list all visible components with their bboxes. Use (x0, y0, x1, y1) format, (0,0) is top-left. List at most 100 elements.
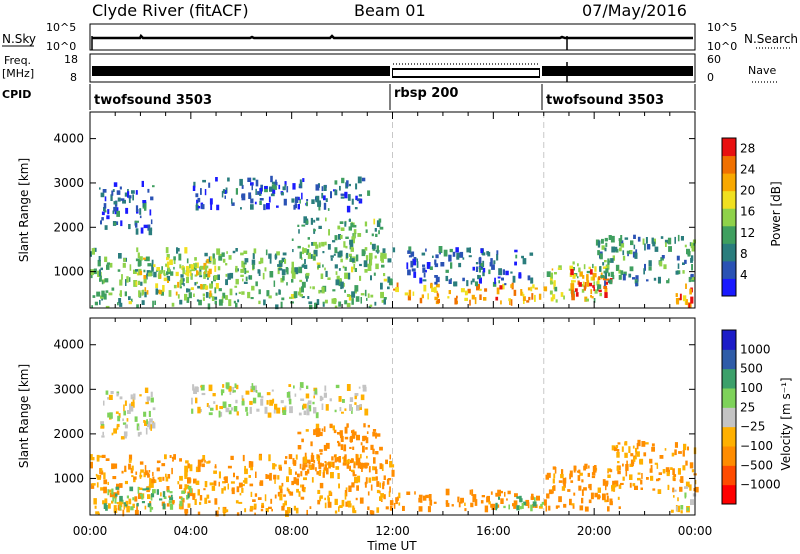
echo-cell (586, 280, 590, 287)
echo-cell (637, 472, 641, 475)
echo-cell (291, 261, 294, 268)
echo-cell (301, 257, 303, 260)
echo-cell (219, 406, 223, 410)
echo-cell (93, 498, 97, 505)
echo-cell (285, 267, 289, 273)
echo-cell (346, 205, 351, 213)
echo-cell (123, 503, 126, 510)
echo-cell (259, 198, 264, 201)
echo-cell (388, 278, 393, 286)
echo-cell (646, 279, 649, 282)
echo-cell (266, 508, 269, 512)
echo-cell (259, 480, 264, 486)
echo-cell (300, 181, 303, 189)
echo-cell (128, 195, 132, 199)
echo-cell (256, 408, 260, 412)
echo-cell (514, 249, 518, 253)
echo-cell (469, 299, 471, 306)
echo-cell (351, 236, 355, 244)
echo-cell (240, 274, 244, 277)
echo-cell (294, 393, 297, 397)
echo-cell (363, 463, 366, 468)
echo-cell (690, 273, 694, 279)
echo-cell (546, 271, 551, 277)
echo-cell (136, 247, 139, 253)
echo-cell (691, 255, 694, 261)
y-tick-label: 1000 (53, 265, 84, 279)
echo-cell (308, 405, 312, 412)
echo-cell (412, 258, 417, 266)
echo-cell (354, 402, 357, 405)
echo-cell (101, 454, 106, 458)
echo-cell (139, 474, 143, 478)
echo-cell (104, 225, 108, 230)
echo-cell (297, 473, 300, 478)
echo-cell (426, 262, 431, 269)
echo-cell (315, 428, 319, 433)
echo-cell (379, 446, 383, 451)
echo-cell (675, 298, 679, 303)
echo-cell (648, 266, 652, 271)
echo-cell (337, 251, 341, 258)
echo-cell (660, 257, 664, 261)
echo-cell (581, 497, 584, 504)
power-colorbar-tick: 4 (740, 268, 748, 282)
echo-cell (286, 392, 291, 398)
echo-cell (338, 279, 342, 287)
echo-cell (490, 491, 493, 495)
echo-cell (307, 252, 311, 259)
freq-panel: Freq. [MHz] 18 8 60 0 Nave (2, 53, 778, 84)
echo-cell (248, 475, 251, 478)
echo-cell (243, 281, 248, 284)
echo-cell (218, 299, 223, 306)
echo-cell (606, 495, 609, 502)
echo-cell (374, 301, 377, 306)
echo-cell (202, 179, 206, 183)
echo-cell (124, 465, 127, 472)
echo-cell (324, 241, 327, 246)
echo-cell (253, 507, 257, 510)
echo-cell (204, 189, 207, 196)
echo-cell (124, 192, 128, 197)
echo-cell (282, 252, 287, 256)
echo-cell (591, 296, 594, 299)
echo-cell (109, 492, 114, 498)
echo-cell (144, 259, 147, 262)
echo-cell (144, 208, 147, 211)
echo-cell (184, 472, 187, 479)
echo-cell (592, 263, 594, 269)
nsky-tick-top: 10^5 (46, 21, 76, 34)
echo-cell (300, 286, 304, 293)
echo-cell (630, 240, 634, 246)
echo-cell (144, 470, 148, 476)
echo-cell (299, 287, 302, 294)
echo-cell (349, 446, 352, 449)
echo-cell (490, 503, 494, 508)
echo-cell (276, 205, 279, 208)
echo-cell (148, 484, 153, 487)
echo-cell (425, 248, 427, 252)
echo-cell (120, 198, 125, 201)
echo-cell (324, 267, 326, 271)
echo-cell (340, 193, 343, 196)
echo-cell (139, 431, 142, 435)
echo-cell (623, 271, 627, 276)
echo-cell (383, 278, 388, 282)
echo-cell (593, 298, 596, 303)
echo-cell (338, 483, 340, 489)
echo-cell (358, 194, 362, 197)
echo-cell (581, 489, 584, 496)
echo-cell (241, 487, 244, 493)
echo-cell (629, 266, 634, 272)
echo-cell (522, 258, 527, 265)
echo-cell (213, 401, 216, 404)
echo-cell (112, 492, 117, 499)
echo-cell (122, 422, 127, 425)
echo-cell (183, 283, 185, 287)
echo-cell (286, 476, 289, 483)
echo-cell (675, 293, 678, 297)
echo-cell (222, 258, 226, 263)
echo-cell (366, 297, 368, 301)
echo-cell (128, 454, 133, 461)
